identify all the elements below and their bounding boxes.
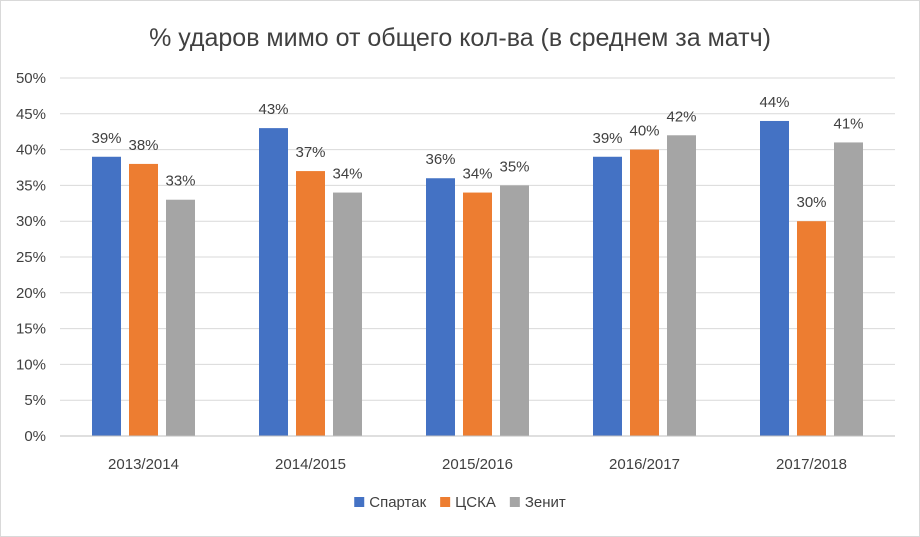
legend-item: Спартак [354,494,427,511]
legend-label: Спартак [369,494,426,511]
y-tick-label: 10% [16,356,46,373]
data-label: 36% [425,151,455,168]
bar [630,149,659,436]
data-label: 33% [165,173,195,190]
bar [463,192,492,436]
data-label: 34% [462,166,492,183]
data-label: 44% [759,94,789,111]
chart-title: % ударов мимо от общего кол-ва (в средне… [149,24,771,52]
bar [296,171,325,436]
bar [166,199,195,436]
legend-item: Зенит [509,494,566,511]
gridlines [60,77,895,401]
data-label: 40% [629,123,659,140]
bar [593,156,622,436]
x-tick-label: 2016/2017 [609,456,680,473]
legend-label: ЦСКА [455,494,496,511]
y-tick-label: 5% [24,392,46,409]
x-tick-label: 2014/2015 [275,456,346,473]
bar [834,142,863,436]
legend-label: Зенит [525,494,566,511]
legend-swatch [354,497,365,507]
legend-swatch [509,497,520,507]
data-label: 42% [666,108,696,125]
data-label: 34% [332,166,362,183]
x-tick-label: 2017/2018 [776,456,847,473]
data-label: 43% [258,101,288,118]
bar [667,135,696,436]
data-labels: 39% 38% 33% 43% 37% 34% 36% 34% 35% 39% 40% 42% 44% 3… [91,94,863,211]
data-label: 39% [91,130,121,147]
bar [259,128,288,436]
y-axis: 0% 5% 10% 15% 20% 25% 30% 35% 40% 45% 50% [16,70,46,445]
y-tick-label: 30% [16,213,46,230]
data-label: 41% [833,115,863,132]
legend: Спартак ЦСКА Зенит [354,494,566,511]
bar [426,178,455,437]
data-label: 39% [592,130,622,147]
y-tick-label: 40% [16,142,46,159]
y-tick-label: 50% [16,70,46,87]
y-tick-label: 45% [16,106,46,123]
bar [92,156,121,436]
bar [500,185,529,436]
y-tick-label: 20% [16,285,46,302]
bars [92,120,863,437]
bar [797,221,826,436]
bar [760,120,789,437]
legend-swatch [440,497,451,507]
bar [129,163,158,437]
data-label: 38% [128,137,158,154]
x-tick-label: 2013/2014 [108,456,179,473]
data-label: 35% [499,158,529,175]
y-tick-label: 0% [24,428,46,445]
x-axis: 2013/2014 2014/2015 2015/2016 2016/2017 2017… [60,435,895,473]
bar [333,192,362,436]
data-label: 30% [796,194,826,211]
legend-item: ЦСКА [440,494,496,511]
y-tick-label: 25% [16,249,46,266]
x-tick-label: 2015/2016 [442,456,513,473]
y-tick-label: 15% [16,321,46,338]
y-tick-label: 35% [16,177,46,194]
data-label: 37% [295,144,325,161]
